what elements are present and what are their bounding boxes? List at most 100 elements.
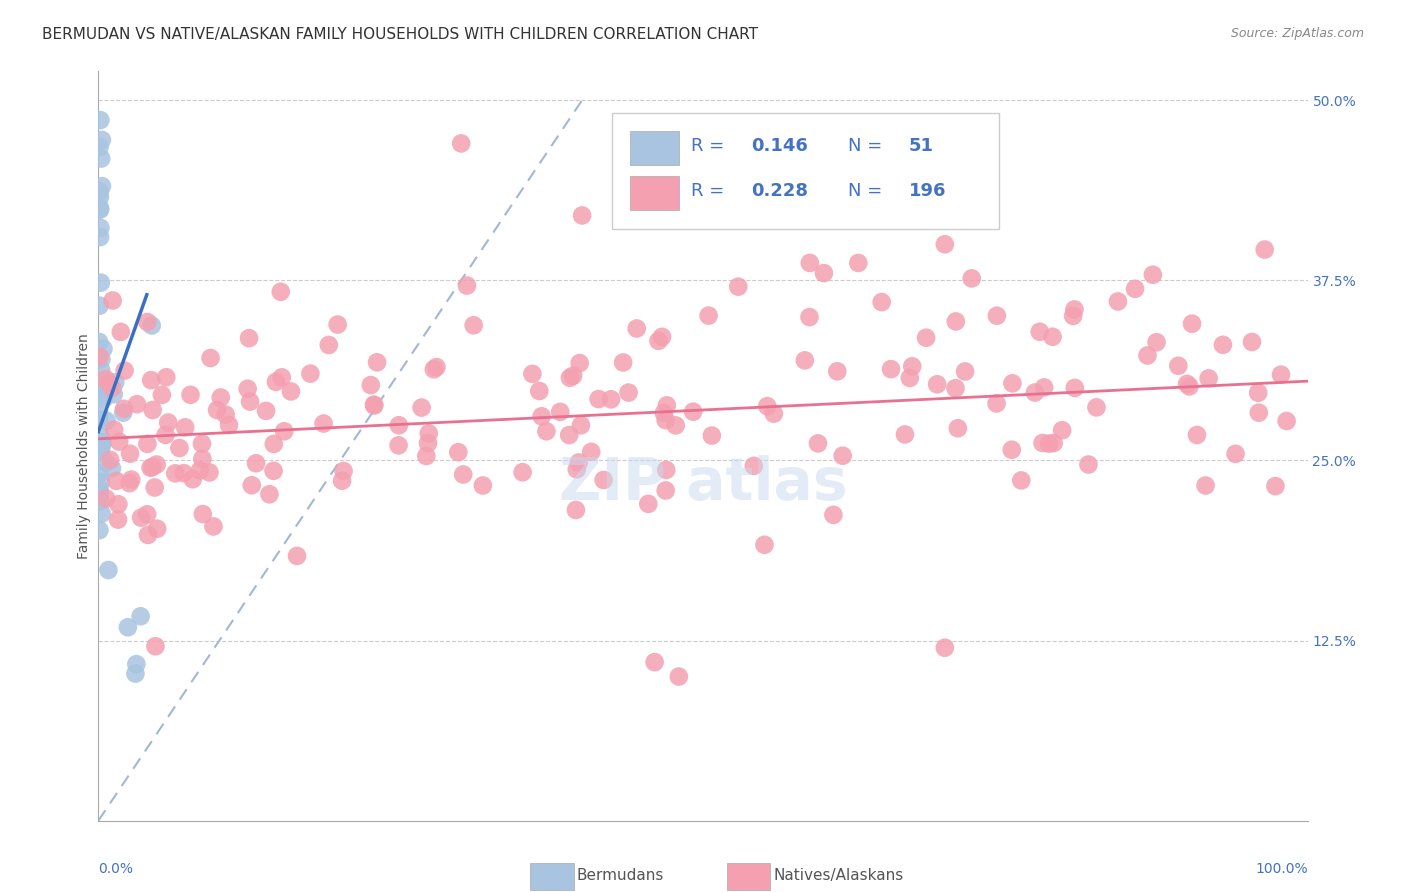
Point (89, 140, 111, 154)
Point (91, 435, 114, 450)
Point (90, 429, 112, 443)
Point (756, 399, 779, 413)
Point (637, 497, 659, 511)
Point (1077, 458, 1099, 472)
Point (136, 315, 159, 329)
Point (90, 507, 112, 521)
Point (332, 464, 354, 478)
Point (89, 220, 111, 235)
Point (1178, 379, 1201, 393)
Point (415, 449, 437, 463)
Point (870, 295, 893, 310)
Point (548, 405, 571, 419)
Point (181, 472, 204, 486)
Text: 0.228: 0.228 (751, 182, 808, 200)
Point (136, 528, 159, 542)
Point (198, 466, 221, 480)
Text: R =: R = (690, 182, 730, 200)
Point (93, 342, 115, 356)
Point (1107, 294, 1129, 309)
Point (1136, 348, 1159, 362)
Point (89, 202, 111, 216)
Point (416, 436, 439, 450)
Point (655, 463, 678, 477)
Point (205, 403, 228, 417)
Point (366, 355, 388, 369)
Point (793, 353, 815, 368)
Point (600, 392, 623, 407)
Point (169, 441, 191, 455)
Point (1063, 302, 1085, 317)
Point (103, 387, 125, 401)
Point (934, 237, 956, 252)
Point (191, 507, 214, 521)
Point (179, 388, 201, 402)
Point (654, 483, 676, 498)
Point (89, 484, 111, 499)
Point (927, 377, 949, 392)
Point (94, 372, 117, 386)
Point (1085, 401, 1108, 415)
Point (700, 428, 723, 442)
Point (388, 418, 411, 433)
Point (89, 434, 111, 449)
Point (239, 394, 262, 409)
Point (91, 179, 114, 194)
Point (665, 418, 688, 433)
Point (807, 436, 830, 450)
Point (105, 474, 128, 488)
Point (129, 510, 152, 524)
Point (522, 367, 544, 381)
Point (1275, 414, 1298, 428)
Point (813, 266, 835, 280)
Point (592, 473, 614, 487)
Point (727, 279, 749, 293)
Point (1038, 436, 1060, 450)
Point (823, 508, 845, 522)
Point (1240, 334, 1263, 349)
Point (901, 359, 924, 374)
Point (202, 519, 225, 533)
Point (98, 378, 121, 392)
Point (107, 497, 129, 511)
Point (141, 460, 163, 475)
Point (89, 334, 111, 349)
Point (588, 392, 610, 406)
Point (1142, 268, 1164, 282)
Point (165, 467, 187, 481)
Point (463, 318, 485, 333)
Point (558, 370, 581, 384)
Point (617, 385, 640, 400)
Point (318, 338, 340, 352)
Point (581, 445, 603, 459)
Point (945, 381, 967, 395)
Point (89, 488, 111, 502)
Point (799, 310, 821, 325)
Point (898, 371, 921, 385)
Point (110, 325, 132, 339)
Point (90, 363, 112, 377)
Point (894, 427, 917, 442)
Point (188, 463, 211, 477)
Point (89, 483, 111, 497)
Point (89, 523, 111, 537)
Point (157, 416, 180, 430)
Point (125, 657, 148, 672)
Point (697, 309, 720, 323)
Point (90, 133, 112, 147)
Point (799, 256, 821, 270)
Point (1001, 442, 1024, 457)
Point (263, 464, 285, 478)
Point (97, 376, 120, 390)
Point (146, 522, 169, 536)
Point (571, 209, 593, 223)
Point (89, 230, 111, 244)
Point (934, 640, 956, 655)
Point (1042, 436, 1064, 450)
Point (89, 185, 111, 199)
Point (363, 398, 385, 412)
Point (1167, 359, 1189, 373)
Point (90, 494, 112, 508)
Point (108, 434, 131, 449)
Point (1185, 428, 1208, 442)
